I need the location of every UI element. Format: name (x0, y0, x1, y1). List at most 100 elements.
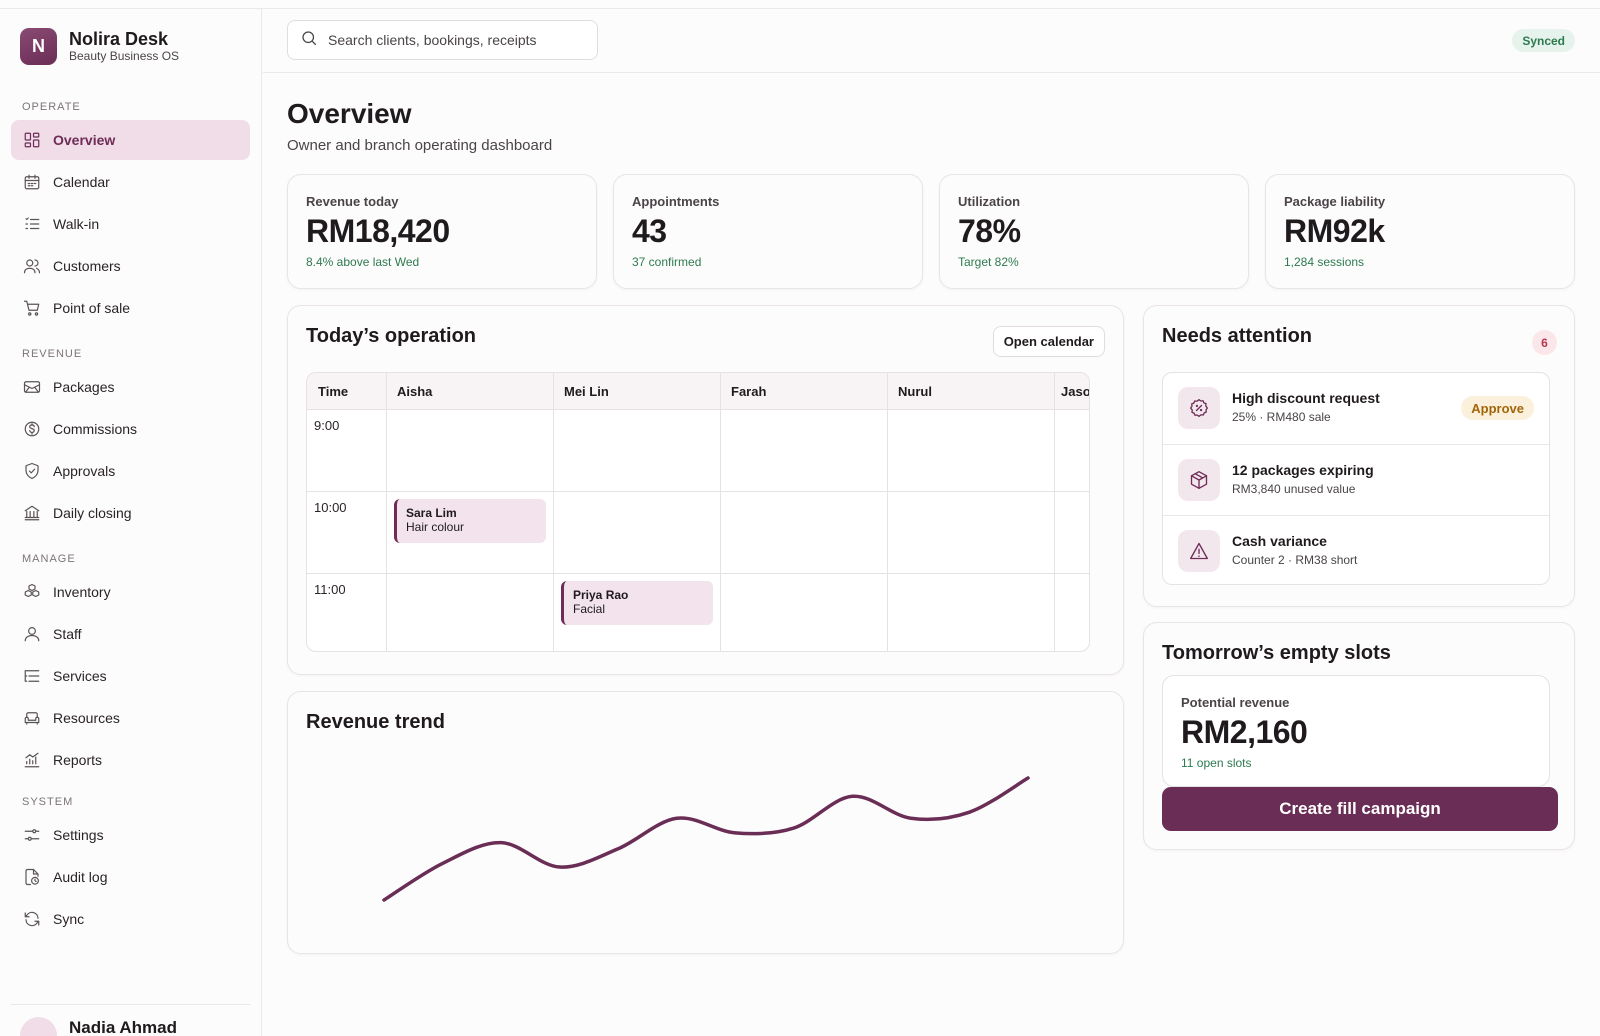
sidebar-item-label: Settings (53, 827, 104, 843)
sync-status-badge: Synced (1512, 29, 1575, 52)
column-header-staff[interactable]: Mei Lin (564, 384, 609, 399)
grid-divider (307, 491, 1089, 492)
appointment-service: Hair colour (406, 520, 465, 534)
kpi-card-package-liability: Package liability RM92k 1,284 sessions (1265, 174, 1575, 289)
column-header-staff[interactable]: Nurul (898, 384, 932, 399)
page-title: Overview (287, 98, 412, 129)
kpi-note: 1,284 sessions (1284, 255, 1365, 269)
sidebar-item-sync[interactable]: Sync (11, 899, 250, 939)
sofa-icon (23, 709, 41, 727)
sidebar-item-audit-log[interactable]: Audit log (11, 857, 250, 897)
kpi-card-appointments: Appointments 43 37 confirmed (613, 174, 923, 289)
list-item[interactable]: High discount request 25% · RM480 sale A… (1163, 373, 1549, 444)
attention-subtitle: RM3,840 unused value (1232, 482, 1356, 496)
sidebar-item-label: Customers (53, 258, 121, 274)
brand-logo: N (20, 28, 57, 65)
user-divider (11, 1004, 250, 1005)
kpi-card-utilization: Utilization 78% Target 82% (939, 174, 1249, 289)
appointment-client: Priya Rao (573, 588, 629, 602)
sidebar-item-packages[interactable]: Packages (11, 367, 250, 407)
grid-divider (553, 373, 554, 651)
kpi-value: 78% (958, 213, 1021, 249)
list-icon (23, 215, 41, 233)
sidebar-item-customers[interactable]: Customers (11, 246, 250, 286)
grid-divider (1054, 373, 1055, 651)
kpi-label: Package liability (1284, 194, 1386, 209)
user-profile[interactable]: NA Nadia Ahmad (20, 1017, 177, 1036)
sidebar-item-walk-in[interactable]: Walk-in (11, 204, 250, 244)
open-slots-note: 11 open slots (1181, 756, 1252, 770)
open-calendar-button[interactable]: Open calendar (992, 326, 1105, 357)
brand-subtitle: Beauty Business OS (69, 49, 180, 63)
file-clock-icon (23, 868, 41, 886)
section-label-manage: MANAGE (22, 553, 76, 565)
discount-icon (1178, 387, 1220, 429)
revenue-trend-card: Revenue trend (287, 691, 1124, 954)
time-slot-label: 9:00 (314, 418, 340, 433)
attention-subtitle: Counter 2 · RM38 short (1232, 553, 1358, 567)
refresh-icon (23, 910, 41, 928)
sidebar-item-services[interactable]: Services (11, 656, 250, 696)
sidebar-item-commissions[interactable]: Commissions (11, 409, 250, 449)
appointment-block[interactable]: Sara Lim Hair colour (394, 499, 546, 543)
search-box[interactable] (287, 20, 598, 60)
grid-divider (887, 373, 888, 651)
empty-slots-card: Tomorrow’s empty slots Potential revenue… (1143, 622, 1575, 850)
kpi-card-revenue-today: Revenue today RM18,420 8.4% above last W… (287, 174, 597, 289)
kpi-label: Appointments (632, 194, 720, 209)
package-icon (23, 378, 41, 396)
column-header-time: Time (318, 384, 349, 399)
brand[interactable]: N Nolira Desk Beauty Business OS (20, 28, 179, 65)
sidebar-item-approvals[interactable]: Approvals (11, 451, 250, 491)
sidebar-item-label: Approvals (53, 463, 116, 479)
sidebar-item-staff[interactable]: Staff (11, 614, 250, 654)
appointment-block[interactable]: Priya Rao Facial (561, 581, 713, 625)
sidebar-item-label: Staff (53, 626, 82, 642)
section-label-system: SYSTEM (22, 796, 74, 808)
list-item[interactable]: 12 packages expiring RM3,840 unused valu… (1163, 444, 1549, 515)
sidebar-item-label: Resources (53, 710, 120, 726)
attention-title: 12 packages expiring (1232, 462, 1374, 478)
sidebar-item-label: Calendar (53, 174, 110, 190)
sidebar-item-label: Commissions (53, 421, 138, 437)
attention-title: High discount request (1232, 390, 1380, 406)
sidebar-item-label: Daily closing (53, 505, 132, 521)
attention-list: High discount request 25% · RM480 sale A… (1162, 372, 1550, 585)
sidebar-item-label: Walk-in (53, 216, 100, 232)
grid-icon (23, 131, 41, 149)
sidebar-item-daily-closing[interactable]: Daily closing (11, 493, 250, 533)
appointment-client: Sara Lim (406, 506, 457, 520)
calendar-icon (23, 173, 41, 191)
column-header-staff[interactable]: Aisha (397, 384, 433, 399)
potential-revenue-box: Potential revenue RM2,160 11 open slots (1162, 675, 1550, 787)
sidebar-item-settings[interactable]: Settings (11, 815, 250, 855)
attention-count-badge: 6 (1532, 330, 1557, 355)
sidebar-item-point-of-sale[interactable]: Point of sale (11, 288, 250, 328)
bank-icon (23, 504, 41, 522)
attention-subtitle: 25% · RM480 sale (1232, 410, 1331, 424)
revenue-trend-chart (382, 776, 1030, 902)
page-subtitle: Owner and branch operating dashboard (287, 137, 553, 154)
sidebar-item-calendar[interactable]: Calendar (11, 162, 250, 202)
sidebar-item-inventory[interactable]: Inventory (11, 572, 250, 612)
kpi-value: RM18,420 (306, 213, 450, 249)
kpi-note: Target 82% (958, 255, 1019, 269)
sidebar-item-overview[interactable]: Overview (11, 120, 250, 160)
grid-divider (386, 373, 387, 651)
kpi-note: 8.4% above last Wed (306, 255, 420, 269)
column-header-staff[interactable]: Farah (731, 384, 767, 399)
sidebar-item-label: Audit log (53, 869, 108, 885)
list-item[interactable]: Cash variance Counter 2 · RM38 short (1163, 515, 1549, 584)
card-title: Needs attention (1162, 325, 1313, 347)
search-icon (300, 29, 318, 52)
create-fill-campaign-button[interactable]: Create fill campaign (1162, 787, 1558, 831)
sidebar-item-reports[interactable]: Reports (11, 740, 250, 780)
search-input[interactable] (328, 32, 588, 48)
revenue-trend-line (382, 776, 1030, 902)
sidebar-item-resources[interactable]: Resources (11, 698, 250, 738)
needs-attention-card: Needs attention 6 High discount request … (1143, 305, 1575, 607)
column-header-staff[interactable]: Jason (1061, 384, 1090, 399)
avatar: NA (20, 1017, 57, 1036)
warning-icon (1178, 530, 1220, 572)
approve-button[interactable]: Approve (1461, 396, 1534, 420)
